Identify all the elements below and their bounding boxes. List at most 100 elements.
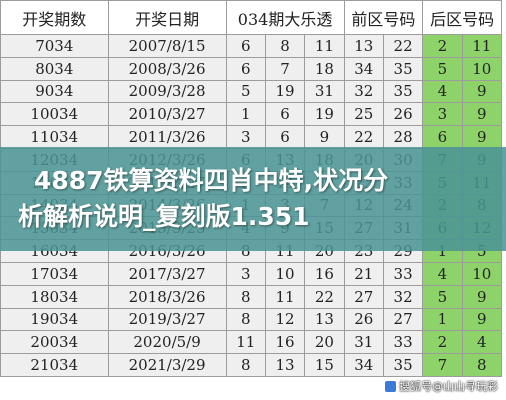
cell-number: 5 bbox=[225, 79, 266, 104]
cell-back-number: 10 bbox=[461, 56, 503, 81]
cell-number: 22 bbox=[304, 284, 345, 309]
cell-back-number: 9 bbox=[461, 307, 503, 332]
cell-number: 25 bbox=[343, 102, 384, 127]
cell-number: 22 bbox=[382, 34, 424, 58]
cell-back-number: 10 bbox=[461, 261, 503, 286]
cell-issue: 8034 bbox=[0, 56, 109, 81]
cell-number: 3 bbox=[225, 261, 266, 286]
table-row: 10034 2010/3/27 1 6 19 25 26 3 9 bbox=[0, 102, 503, 127]
cell-number: 9 bbox=[304, 125, 345, 149]
cell-back-number: 9 bbox=[461, 284, 503, 309]
cell-issue: 10034 bbox=[0, 102, 109, 127]
cell-number: 8 bbox=[225, 284, 266, 309]
cell-number: 13 bbox=[343, 34, 384, 58]
table-row: 9034 2009/3/28 5 19 31 32 35 4 9 bbox=[0, 79, 503, 104]
cell-issue: 21034 bbox=[0, 353, 109, 377]
cell-back-number: 2 bbox=[422, 330, 463, 355]
cell-number: 11 bbox=[264, 284, 306, 309]
cell-number: 34 bbox=[343, 353, 384, 377]
cell-number: 16 bbox=[304, 261, 345, 286]
cell-number: 6 bbox=[264, 102, 306, 127]
table-row: 18034 2018/3/26 8 11 22 27 32 5 9 bbox=[0, 284, 503, 309]
cell-back-number: 4 bbox=[461, 330, 503, 355]
cell-number: 8 bbox=[225, 353, 266, 377]
cell-back-number: 9 bbox=[461, 102, 503, 127]
table-row: 20034 2020/5/9 11 16 20 31 33 2 4 bbox=[0, 330, 503, 355]
cell-number: 6 bbox=[225, 34, 266, 58]
cell-back-number: 6 bbox=[422, 125, 463, 149]
cell-back-number: 3 bbox=[422, 102, 463, 127]
cell-date: 2021/3/29 bbox=[107, 353, 227, 377]
cell-number: 13 bbox=[264, 353, 306, 377]
cell-number: 20 bbox=[304, 330, 345, 355]
table-header-row: 开奖期数 开奖日期 034期大乐透 前区号码 后区号码 bbox=[0, 0, 502, 35]
table-row: 21034 2021/3/29 8 13 15 34 35 7 8 bbox=[0, 353, 503, 377]
cell-number: 26 bbox=[382, 102, 424, 127]
header-front: 前区号码 bbox=[343, 0, 424, 35]
cell-number: 8 bbox=[225, 307, 266, 332]
cell-date: 2019/3/27 bbox=[107, 307, 227, 332]
cell-number: 35 bbox=[382, 56, 424, 81]
cell-number: 21 bbox=[343, 261, 384, 286]
cell-date: 2017/3/27 bbox=[107, 261, 227, 286]
cell-back-number: 1 bbox=[422, 307, 463, 332]
cell-date: 2009/3/28 bbox=[107, 79, 227, 104]
cell-number: 18 bbox=[304, 56, 345, 81]
cell-number: 27 bbox=[343, 284, 384, 309]
cell-back-number: 5 bbox=[422, 56, 463, 81]
cell-date: 2007/8/15 bbox=[107, 34, 227, 58]
cell-number: 32 bbox=[343, 79, 384, 104]
table-row: 19034 2019/3/27 8 12 13 26 27 1 9 bbox=[0, 307, 503, 332]
cell-number: 7 bbox=[264, 56, 306, 81]
watermark-text: 搜狐号@山山寻玩彩 bbox=[399, 380, 498, 393]
cell-number: 31 bbox=[304, 79, 345, 104]
cell-back-number: 9 bbox=[461, 125, 503, 149]
cell-date: 2020/5/9 bbox=[107, 330, 227, 355]
cell-issue: 11034 bbox=[0, 125, 109, 149]
cell-number: 8 bbox=[264, 34, 306, 58]
cell-issue: 20034 bbox=[0, 330, 109, 355]
cell-back-number: 4 bbox=[422, 79, 463, 104]
cell-date: 2018/3/26 bbox=[107, 284, 227, 309]
cell-number: 10 bbox=[264, 261, 306, 286]
cell-number: 33 bbox=[382, 261, 424, 286]
header-issue: 开奖期数 bbox=[0, 0, 109, 35]
cell-date: 2008/3/26 bbox=[107, 56, 227, 81]
cell-number: 16 bbox=[264, 330, 306, 355]
cell-issue: 18034 bbox=[0, 284, 109, 309]
cell-issue: 7034 bbox=[0, 34, 109, 58]
cell-number: 6 bbox=[264, 125, 306, 149]
table-row: 8034 2008/3/26 6 7 18 34 35 5 10 bbox=[0, 56, 503, 81]
cell-number: 27 bbox=[382, 307, 424, 332]
header-back: 后区号码 bbox=[422, 0, 502, 35]
cell-issue: 9034 bbox=[0, 79, 109, 104]
cell-number: 26 bbox=[343, 307, 384, 332]
cell-number: 12 bbox=[264, 307, 306, 332]
cell-issue: 17034 bbox=[0, 261, 109, 286]
table-row: 17034 2017/3/27 3 10 16 21 33 4 10 bbox=[0, 261, 503, 286]
header-date: 开奖日期 bbox=[107, 0, 227, 35]
cell-back-number: 4 bbox=[422, 261, 463, 286]
banner-title-line-1: 4887铁算资料四肖中特,状况分 bbox=[34, 166, 389, 195]
cell-number: 11 bbox=[225, 330, 266, 355]
cell-number: 31 bbox=[343, 330, 384, 355]
cell-number: 22 bbox=[343, 125, 384, 149]
table-row: 11034 2011/3/26 3 6 9 22 28 6 9 bbox=[0, 125, 503, 149]
cell-back-number: 9 bbox=[461, 79, 503, 104]
cell-back-number: 11 bbox=[461, 34, 503, 58]
cell-back-number: 8 bbox=[461, 353, 503, 377]
cell-back-number: 7 bbox=[422, 353, 463, 377]
cell-number: 34 bbox=[343, 56, 384, 81]
cell-number: 13 bbox=[304, 307, 345, 332]
cell-number: 15 bbox=[304, 353, 345, 377]
cell-date: 2011/3/26 bbox=[107, 125, 227, 149]
cell-date: 2010/3/27 bbox=[107, 102, 227, 127]
title-banner: 4887铁算资料四肖中特,状况分 析解析说明_复刻版1.351 bbox=[0, 147, 506, 251]
table-row: 7034 2007/8/15 6 8 11 13 22 2 11 bbox=[0, 34, 503, 58]
banner-title-line-2: 析解析说明_复刻版1.351 bbox=[18, 202, 310, 231]
cell-number: 35 bbox=[382, 353, 424, 377]
cell-number: 11 bbox=[304, 34, 345, 58]
sohu-logo-icon bbox=[385, 380, 396, 392]
cell-number: 35 bbox=[382, 79, 424, 104]
watermark: 搜狐号@山山寻玩彩 bbox=[385, 378, 498, 394]
